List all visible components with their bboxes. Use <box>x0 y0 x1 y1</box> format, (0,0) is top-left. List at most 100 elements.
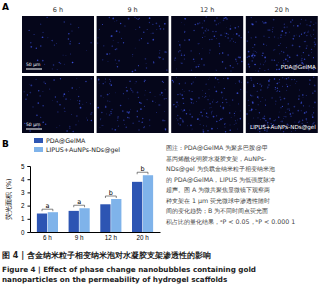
fluorescent-speckle <box>71 114 73 116</box>
fluorescent-speckle <box>24 91 25 92</box>
fluorescent-speckle <box>239 80 241 82</box>
micrograph-background <box>22 76 94 133</box>
fluorescent-speckle <box>144 80 145 81</box>
fluorescent-speckle <box>205 16 206 17</box>
fluorescent-speckle <box>257 96 259 98</box>
fluorescent-speckle <box>286 78 288 80</box>
fluorescent-speckle <box>131 90 132 91</box>
fluorescent-speckle <box>281 30 283 32</box>
fluorescent-speckle <box>177 115 178 116</box>
fluorescent-speckle <box>35 78 37 80</box>
fluorescent-speckle <box>208 95 210 97</box>
y-tick-label: 4 <box>21 176 25 183</box>
x-tick-label: 20 h <box>136 234 149 241</box>
fluorescent-speckle <box>175 106 177 108</box>
micrograph: 50 μm <box>22 16 94 73</box>
y-tick-mark <box>28 219 31 220</box>
fluorescent-speckle <box>191 83 193 85</box>
fluorescent-speckle <box>182 98 184 100</box>
fluorescent-speckle <box>57 111 58 112</box>
fluorescent-speckle <box>226 26 228 28</box>
micrograph <box>97 76 169 133</box>
fluorescent-speckle <box>313 112 314 113</box>
fluorescent-speckle <box>255 70 257 72</box>
fluorescent-speckle <box>144 94 146 96</box>
fluorescent-speckle <box>172 80 173 81</box>
fluorescent-speckle <box>103 45 104 46</box>
fluorescent-speckle <box>152 32 153 33</box>
fluorescent-speckle <box>213 116 215 118</box>
fluorescent-speckle <box>205 30 206 31</box>
fluorescent-speckle <box>42 105 44 107</box>
fluorescent-speckle <box>263 44 264 45</box>
fluorescent-speckle <box>313 77 314 78</box>
fluorescent-speckle <box>225 122 227 124</box>
fluorescent-speckle <box>177 94 178 95</box>
fluorescent-speckle <box>303 52 304 53</box>
y-tick: 1 <box>21 215 30 222</box>
fluorescent-speckle <box>121 38 122 39</box>
fluorescent-speckle <box>99 119 101 121</box>
fluorescent-speckle <box>264 60 266 62</box>
fluorescent-speckle <box>278 62 280 64</box>
fluorescent-speckle <box>254 64 255 65</box>
fluorescent-speckle <box>291 79 293 81</box>
fluorescent-speckle <box>259 131 260 132</box>
y-tick-mark <box>28 192 31 193</box>
fluorescent-speckle <box>305 41 306 42</box>
fluorescent-speckle <box>178 51 179 52</box>
fluorescent-speckle <box>289 85 291 87</box>
fluorescent-speckle <box>165 128 167 130</box>
fluorescent-speckle <box>111 35 112 36</box>
significance-letter: a <box>45 202 49 210</box>
fluorescent-speckle <box>217 101 218 102</box>
fluorescent-speckle <box>44 63 46 65</box>
fluorescent-speckle <box>309 79 311 81</box>
fluorescent-speckle <box>310 36 312 38</box>
fluorescent-speckle <box>204 20 205 21</box>
column-label: 9 h <box>127 6 137 14</box>
micrograph-background <box>97 76 169 133</box>
fluorescent-speckle <box>70 53 72 55</box>
fluorescent-speckle <box>156 29 158 31</box>
fluorescent-speckle <box>225 99 227 101</box>
fluorescent-speckle <box>228 34 229 35</box>
fluorescent-speckle <box>137 92 139 94</box>
fluorescent-speckle <box>184 58 185 59</box>
fluorescent-speckle <box>298 98 300 100</box>
fluorescent-speckle <box>185 83 186 84</box>
fluorescent-speckle <box>149 17 151 19</box>
fluorescent-speckle <box>128 112 130 114</box>
fluorescent-speckle <box>232 67 233 68</box>
fluorescent-speckle <box>248 32 249 33</box>
fluorescent-speckle <box>72 62 74 64</box>
fluorescent-speckle <box>40 95 41 96</box>
fluorescent-speckle <box>138 97 139 98</box>
fluorescent-speckle <box>306 24 307 25</box>
fluorescent-speckle <box>198 97 199 98</box>
fluorescent-speckle <box>71 87 73 89</box>
fluorescent-speckle <box>112 18 114 20</box>
fluorescent-speckle <box>238 57 239 58</box>
fluorescent-speckle <box>152 101 153 102</box>
fluorescent-speckle <box>275 101 276 102</box>
fluorescent-speckle <box>279 121 281 123</box>
fluorescent-speckle <box>234 83 236 85</box>
fluorescent-speckle <box>162 94 164 96</box>
fluorescent-speckle <box>273 19 275 21</box>
fluorescent-speckle <box>251 55 252 56</box>
fluorescent-speckle <box>60 78 61 79</box>
micrograph <box>171 16 243 73</box>
fluorescent-speckle <box>72 62 74 64</box>
fluorescent-speckle <box>109 53 110 54</box>
fluorescent-speckle <box>119 32 120 33</box>
fluorescent-speckle <box>215 77 216 78</box>
fluorescent-speckle <box>236 33 238 35</box>
fluorescent-speckle <box>130 88 132 90</box>
fluorescent-speckle <box>56 69 58 71</box>
fluorescent-speckle <box>159 52 160 53</box>
fluorescent-speckle <box>112 40 114 42</box>
fluorescent-speckle <box>179 44 181 46</box>
fluorescent-speckle <box>64 111 65 112</box>
fluorescent-speckle <box>147 29 148 30</box>
